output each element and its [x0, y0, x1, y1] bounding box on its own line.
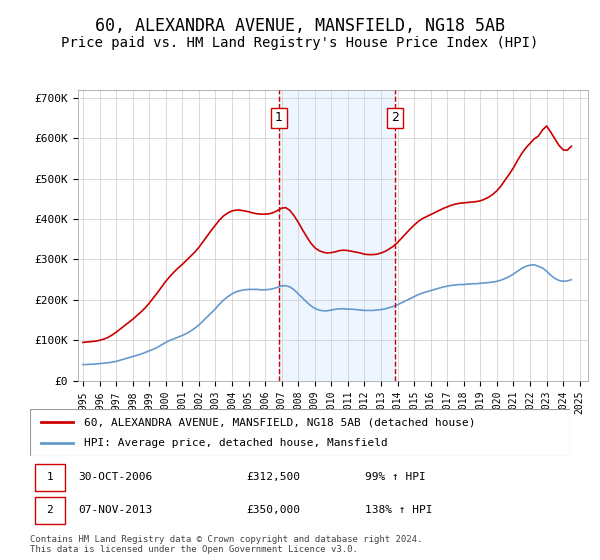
Text: 07-NOV-2013: 07-NOV-2013 — [79, 505, 153, 515]
Text: 1: 1 — [47, 473, 53, 482]
Text: Contains HM Land Registry data © Crown copyright and database right 2024.
This d: Contains HM Land Registry data © Crown c… — [30, 535, 422, 554]
FancyBboxPatch shape — [30, 409, 570, 456]
Text: 2: 2 — [47, 505, 53, 515]
Text: 30-OCT-2006: 30-OCT-2006 — [79, 473, 153, 482]
Bar — [279, 90, 395, 381]
Text: 60, ALEXANDRA AVENUE, MANSFIELD, NG18 5AB: 60, ALEXANDRA AVENUE, MANSFIELD, NG18 5A… — [95, 17, 505, 35]
Text: £312,500: £312,500 — [246, 473, 300, 482]
Text: £350,000: £350,000 — [246, 505, 300, 515]
FancyBboxPatch shape — [35, 464, 65, 491]
Text: 138% ↑ HPI: 138% ↑ HPI — [365, 505, 432, 515]
Text: 99% ↑ HPI: 99% ↑ HPI — [365, 473, 425, 482]
Text: 2: 2 — [391, 111, 399, 124]
Text: HPI: Average price, detached house, Mansfield: HPI: Average price, detached house, Mans… — [84, 438, 388, 448]
Text: Price paid vs. HM Land Registry's House Price Index (HPI): Price paid vs. HM Land Registry's House … — [61, 36, 539, 50]
Text: 1: 1 — [275, 111, 283, 124]
FancyBboxPatch shape — [35, 497, 65, 524]
Text: 60, ALEXANDRA AVENUE, MANSFIELD, NG18 5AB (detached house): 60, ALEXANDRA AVENUE, MANSFIELD, NG18 5A… — [84, 417, 476, 427]
